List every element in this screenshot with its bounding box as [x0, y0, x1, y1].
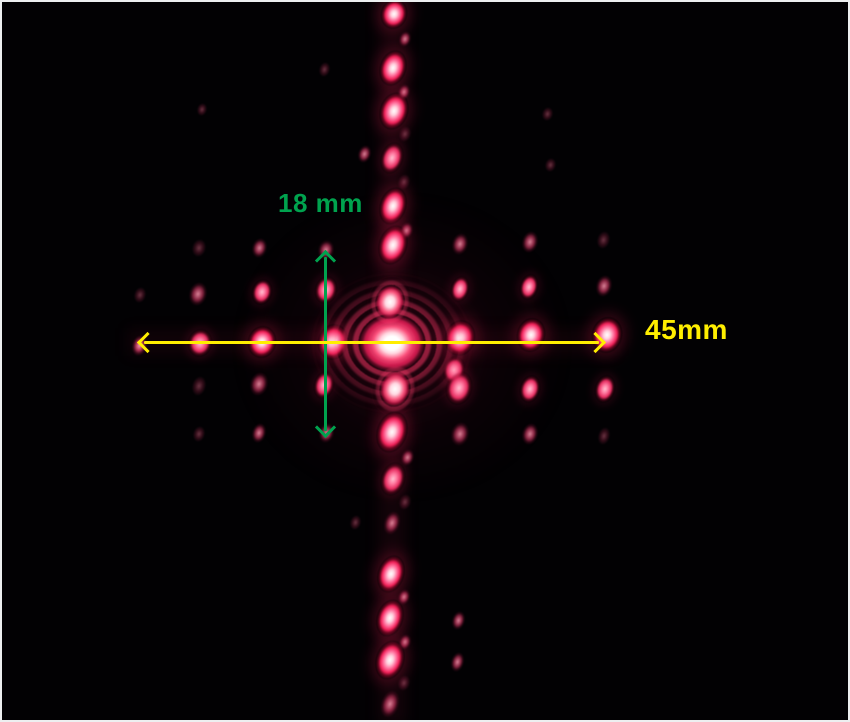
diffraction-dot: [189, 237, 209, 259]
diffraction-dot: [191, 424, 207, 444]
diffraction-dot: [355, 143, 373, 165]
diffraction-dot: [195, 101, 209, 117]
vertical-measure-arrow: [314, 249, 337, 439]
diffraction-dot: [347, 513, 363, 531]
diffraction-dot: [539, 105, 555, 123]
diffraction-dot: [542, 156, 558, 174]
arrow-shaft: [324, 257, 327, 431]
vertical-measure-label: 18 mm: [278, 188, 363, 218]
diffraction-dot: [132, 285, 148, 305]
horizontal-measure-label: 45mm: [645, 314, 728, 345]
diffraction-dot: [594, 229, 612, 251]
diffraction-dot: [449, 609, 467, 631]
diffraction-dot: [316, 60, 332, 78]
diffraction-dot: [186, 280, 210, 308]
diffraction-dot: [591, 372, 619, 406]
diffraction-dot: [448, 650, 466, 674]
diffraction-dot: [593, 273, 615, 299]
arrow-shaft: [144, 341, 599, 344]
diffraction-dot: [189, 374, 209, 398]
horizontal-measure-arrow: [136, 331, 607, 354]
diffraction-dot: [595, 425, 613, 447]
